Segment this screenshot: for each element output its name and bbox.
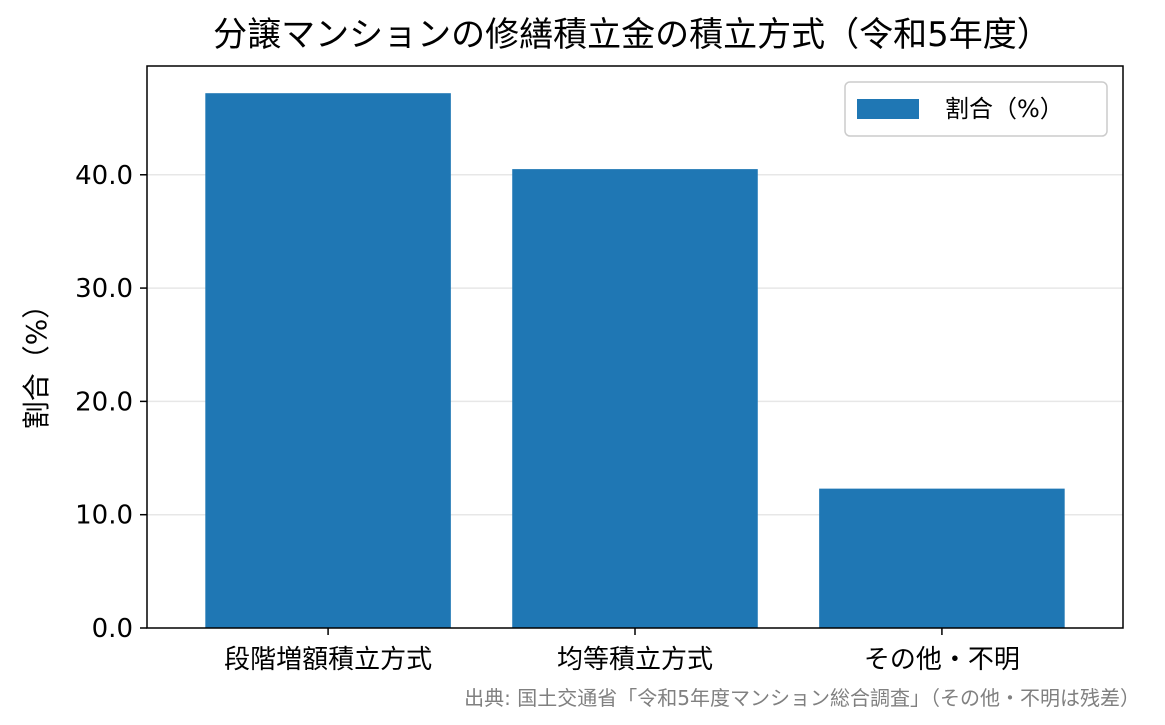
bar (205, 93, 451, 629)
chart-title: 分譲マンションの修繕積立金の積立方式（令和5年度） (213, 15, 1051, 55)
y-tick-label: 20.0 (75, 387, 133, 417)
y-tick-label: 0.0 (92, 614, 133, 644)
legend: 割合（%） (844, 81, 1108, 137)
x-tick-label: 均等積立方式 (557, 645, 713, 675)
y-axis-label: 割合（%） (20, 291, 53, 430)
y-axis-ticks: 0.0 10.0 20.0 30.0 40.0 (75, 161, 147, 644)
x-tick-label: その他・不明 (864, 645, 1020, 675)
bars (205, 93, 1065, 629)
legend-swatch (857, 99, 919, 119)
y-tick-label: 40.0 (75, 161, 133, 191)
x-tick-label: 段階増額積立方式 (224, 645, 432, 675)
bar (819, 488, 1065, 628)
legend-label: 割合（%） (945, 95, 1064, 123)
y-tick-label: 30.0 (75, 274, 133, 304)
x-axis-ticks: 段階増額積立方式 均等積立方式 その他・不明 (224, 628, 1020, 675)
source-note: 出典: 国土交通省「令和5年度マンション総合調査」（その他・不明は残差） (464, 686, 1140, 710)
bar (512, 169, 758, 628)
y-tick-label: 10.0 (75, 501, 133, 531)
legend-box (844, 81, 1108, 137)
